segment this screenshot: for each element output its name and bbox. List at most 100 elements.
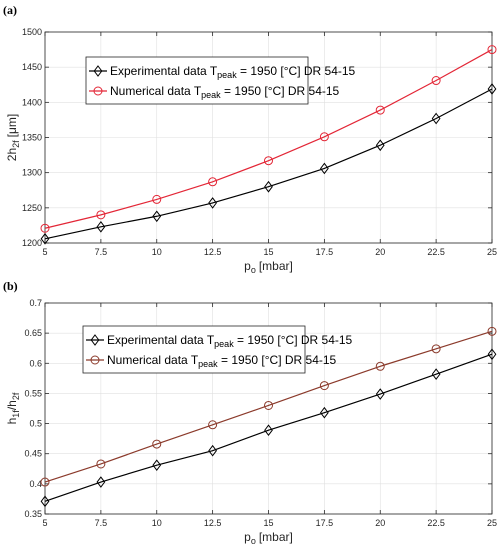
- x-tick-label: 15: [263, 518, 273, 528]
- data-point: [208, 420, 218, 430]
- y-tick-label: 0.55: [24, 388, 42, 398]
- legend-entry-prefix: Experimental data T: [110, 64, 218, 78]
- data-point: [487, 45, 497, 55]
- legend: Experimental data Tpeak = 1950 [°C] DR 5…: [82, 325, 353, 374]
- data-point: [152, 194, 162, 204]
- y-tick-label: 0.7: [29, 298, 42, 308]
- series-numerical: [40, 326, 497, 487]
- data-point: [319, 381, 329, 391]
- x-tick-label: 25: [487, 518, 497, 528]
- data-point: [152, 439, 162, 449]
- data-point: [319, 132, 329, 142]
- data-point: [208, 197, 217, 209]
- legend-entry-prefix: Numerical data T: [110, 84, 202, 98]
- x-tick-label: 15: [263, 247, 273, 257]
- legend-entry: Experimental data Tpeak = 1950 [°C] DR 5…: [110, 64, 356, 80]
- legend-entry-sub: peak: [214, 339, 234, 349]
- x-axis-label-sub: o: [251, 265, 256, 275]
- legend: Experimental data Tpeak = 1950 [°C] DR 5…: [85, 56, 356, 105]
- x-tick-label: 20: [375, 518, 385, 528]
- x-tick-label: 7.5: [95, 518, 108, 528]
- legend-entry-suffix: = 1950 [°C] DR 54-15: [221, 84, 340, 98]
- data-point: [96, 476, 106, 488]
- series-line: [44, 88, 493, 240]
- data-point: [208, 177, 218, 187]
- x-tick-label: 25: [487, 247, 497, 257]
- y-axis-label: 2h2f [μm]: [5, 114, 21, 161]
- legend-entry: Numerical data Tpeak = 1950 [°C] DR 54-1…: [110, 84, 340, 100]
- legend-entry-suffix: = 1950 [°C] DR 54-15: [218, 353, 337, 367]
- legend-entry-sub: peak: [201, 90, 221, 100]
- x-axis-label-unit: [mbar]: [259, 259, 293, 273]
- x-tick-label: 22.5: [427, 518, 445, 528]
- data-point: [40, 232, 50, 245]
- y-tick-label: 1450: [22, 62, 42, 72]
- chart-panel-a: (a) 5 7.5 10 12.5 15 17.5 20 22.5 25 1200 1250 1300 1…: [3, 3, 497, 275]
- legend-entry-sub: peak: [217, 70, 237, 80]
- legend-box: [82, 325, 306, 374]
- y-axis-label-sub2: 2f: [11, 392, 21, 400]
- data-point: [40, 223, 50, 233]
- x-tick-label: 12.5: [204, 518, 222, 528]
- series-line: [44, 353, 493, 502]
- data-point: [431, 344, 441, 354]
- data-point: [487, 83, 497, 95]
- legend-entry: Experimental data Tpeak = 1950 [°C] DR 5…: [107, 333, 353, 349]
- y-axis-label: h1f/h2f: [5, 392, 21, 424]
- x-axis-label: po [mbar]: [244, 259, 293, 275]
- series-numerical: [40, 45, 497, 233]
- x-axis-label-sub: o: [251, 536, 256, 546]
- y-axis-label-main: h: [5, 418, 19, 425]
- data-point: [431, 112, 441, 125]
- chart-panel-b: (b) 5 7.5 10 12.5 15 17.5 20 22.5 25 0.35 0.4 0.45 0.…: [3, 279, 497, 546]
- data-point: [40, 477, 50, 487]
- x-tick-label: 20: [375, 247, 385, 257]
- legend-box: [85, 56, 309, 105]
- data-point: [264, 424, 273, 437]
- data-point: [375, 105, 385, 115]
- panel-tag: (a): [3, 3, 17, 17]
- y-axis-label-sub: 1f: [11, 410, 21, 418]
- x-tick-label: 5: [42, 518, 47, 528]
- y-tick-label: 0.45: [24, 449, 42, 459]
- data-point: [431, 368, 441, 380]
- y-tick-label: 0.65: [24, 328, 42, 338]
- legend-entry-prefix: Numerical data T: [107, 353, 199, 367]
- y-tick-label: 1350: [22, 133, 42, 143]
- legend-entry: Numerical data Tpeak = 1950 [°C] DR 54-1…: [107, 353, 337, 369]
- x-axis-label-unit: [mbar]: [259, 530, 293, 544]
- data-point: [96, 210, 106, 220]
- data-point: [431, 76, 441, 86]
- data-point: [152, 210, 162, 223]
- x-tick-label: 17.5: [316, 518, 334, 528]
- legend-marker: [93, 65, 103, 77]
- x-tick-label: 10: [152, 518, 162, 528]
- y-tick-label: 1300: [22, 168, 42, 178]
- data-point: [375, 388, 385, 400]
- x-tick-label: 22.5: [427, 247, 445, 257]
- legend-entry-suffix: = 1950 [°C] DR 54-15: [234, 333, 353, 347]
- series-line: [44, 49, 493, 229]
- y-axis-label-main: 2h: [5, 148, 19, 161]
- x-tick-label: 10: [152, 247, 162, 257]
- y-axis-label-unit: [μm]: [5, 114, 19, 138]
- series-experimental: [40, 348, 497, 508]
- data-point: [264, 400, 273, 410]
- x-tick-label: 5: [42, 247, 47, 257]
- y-tick-label: 1400: [22, 97, 42, 107]
- y-tick-label: 0.5: [29, 419, 42, 429]
- data-point: [375, 139, 385, 152]
- x-axis-label-main: p: [244, 259, 251, 273]
- y-tick-label: 1200: [22, 238, 42, 248]
- data-point: [320, 162, 329, 175]
- data-point: [40, 495, 50, 508]
- data-point: [375, 361, 385, 371]
- y-tick-label: 0.35: [24, 509, 42, 519]
- x-axis-label-main: p: [244, 530, 251, 544]
- data-point: [264, 156, 273, 166]
- data-point: [487, 326, 497, 336]
- series-experimental: [40, 83, 497, 245]
- data-point: [487, 348, 497, 361]
- y-tick-label: 1500: [22, 27, 42, 37]
